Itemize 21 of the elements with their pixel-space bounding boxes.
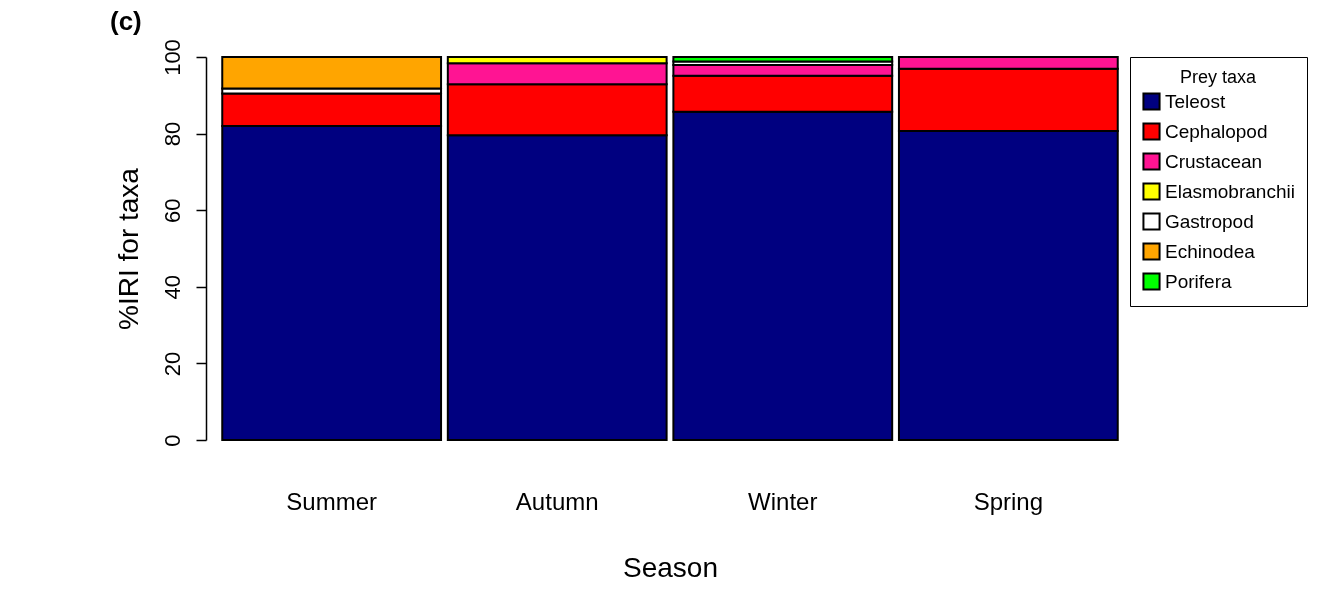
legend-label: Gastropod — [1165, 210, 1254, 232]
chart-title: (c) — [110, 5, 142, 36]
legend-title: Prey taxa — [1179, 67, 1257, 87]
y-tick-label: 60 — [159, 198, 185, 223]
x-tick-label: Spring — [973, 487, 1044, 515]
x-tick-label: Autumn — [515, 487, 599, 515]
y-tick-label: 80 — [159, 121, 185, 147]
y-axis-title: %IRI for taxa — [112, 167, 144, 330]
x-tick-label: Winter — [748, 487, 818, 515]
legend-label: Echinodea — [1165, 240, 1256, 262]
y-tick-label: 100 — [159, 39, 185, 76]
legend-label: Cephalopod — [1165, 120, 1268, 142]
legend-label: Porifera — [1165, 270, 1232, 292]
legend-label: Teleost — [1165, 90, 1226, 112]
y-tick-label: 20 — [159, 351, 185, 377]
y-tick-label: 0 — [159, 434, 185, 447]
x-axis-title: Season — [623, 551, 718, 583]
legend-label: Elasmobranchii — [1165, 180, 1295, 202]
legend-label: Crustacean — [1165, 150, 1263, 172]
y-tick-label: 40 — [159, 275, 185, 300]
x-tick-label: Summer — [286, 487, 377, 515]
